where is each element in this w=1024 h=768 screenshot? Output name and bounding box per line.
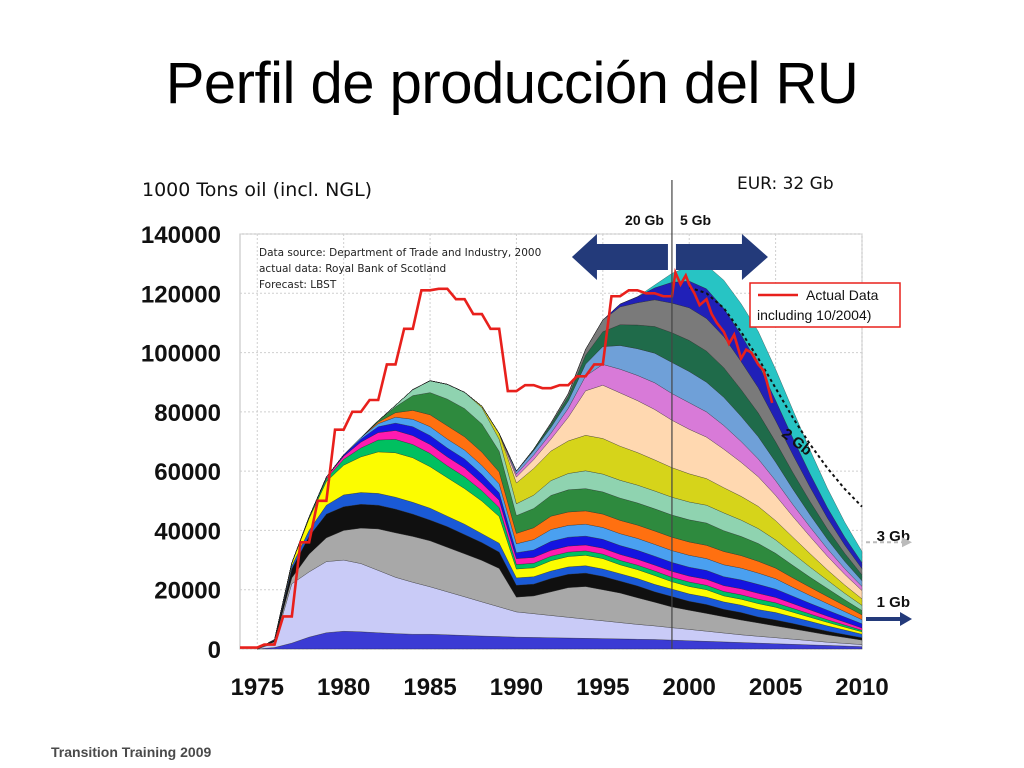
legend-label-line-1: Actual Data <box>806 287 879 303</box>
arrow-1gb-head <box>900 612 912 626</box>
x-tick-label: 2000 <box>663 674 716 701</box>
y-tick-label: 40000 <box>154 518 221 545</box>
source-note-line-1: Data source: Department of Trade and Ind… <box>259 247 541 259</box>
remaining-label-3gb: 3 Gb <box>877 528 910 545</box>
arrow-3gb-head <box>902 537 912 548</box>
legend: Actual Data including 10/2004) <box>749 282 901 328</box>
y-tick-label: 100000 <box>141 341 221 368</box>
arrow-right <box>675 234 768 280</box>
y-tick-label: 20000 <box>154 578 221 605</box>
slide-title: Perfil de producción del RU <box>165 51 859 116</box>
legend-box <box>749 282 901 328</box>
x-tick-label: 1985 <box>403 674 456 701</box>
eur-label: EUR: 32 Gb <box>737 174 834 194</box>
x-tick-label: 2010 <box>835 674 888 701</box>
footer-text: Transition Training 2009 <box>51 744 212 760</box>
x-tick-label: 1980 <box>317 674 370 701</box>
arrow-left-label: 20 Gb <box>625 212 664 228</box>
actual-data-line <box>240 267 774 649</box>
y-tick-label: 0 <box>208 637 221 664</box>
remaining-label-1gb: 1 Gb <box>877 594 910 611</box>
arrow-left <box>571 234 668 280</box>
source-note-line-3: Forecast: LBST <box>259 279 337 291</box>
x-tick-label: 2005 <box>749 674 802 701</box>
y-tick-label: 80000 <box>154 400 221 427</box>
x-tick-label: 1990 <box>490 674 543 701</box>
forecast-line <box>688 286 863 508</box>
x-tick-label: 1975 <box>231 674 284 701</box>
y-tick-label: 140000 <box>141 222 221 249</box>
field-area-21 <box>257 264 863 650</box>
arrow-right-label: 5 Gb <box>680 212 711 228</box>
x-tick-label: 1995 <box>576 674 629 701</box>
y-tick-label: 120000 <box>141 281 221 308</box>
legend-label-line-2: including 10/2004) <box>757 307 871 323</box>
y-tick-label: 60000 <box>154 459 221 486</box>
source-note-line-2: actual data: Royal Bank of Scotland <box>259 263 446 275</box>
unit-label: 1000 Tons oil (incl. NGL) <box>142 179 372 201</box>
